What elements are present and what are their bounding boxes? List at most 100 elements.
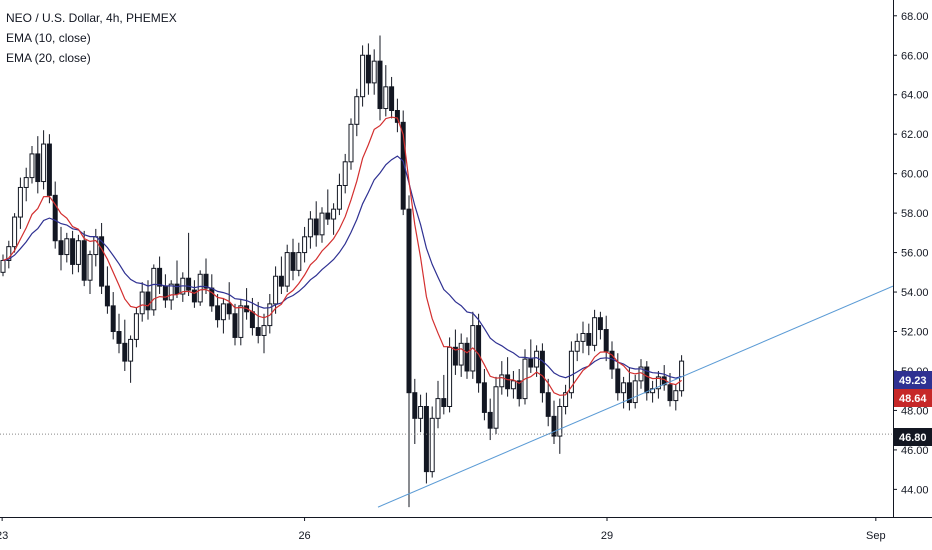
time-tick-label: 26: [298, 530, 310, 542]
candle-body: [481, 382, 487, 413]
candle-body: [447, 346, 453, 407]
candle-body: [52, 194, 58, 242]
price-label: 48.64: [899, 393, 927, 405]
candle-body: [307, 218, 313, 238]
candle-body: [284, 252, 290, 287]
candle-body: [232, 313, 238, 338]
candle-body: [568, 350, 574, 394]
price-tick-label: 62.00: [901, 129, 929, 141]
candle-body: [319, 212, 325, 236]
candle-body: [139, 291, 145, 315]
candle-body: [505, 374, 511, 390]
candle-body: [209, 287, 215, 307]
price-axis[interactable]: 44.0046.0048.0050.0052.0054.0056.0058.00…: [893, 0, 929, 517]
candle-body: [174, 283, 180, 295]
candle-body: [354, 96, 360, 125]
candle-body: [534, 350, 540, 368]
candle-body: [429, 417, 435, 473]
price-tick-label: 52.00: [901, 327, 929, 339]
candle-body: [313, 218, 319, 236]
candle-body: [220, 303, 226, 321]
candle-body: [464, 342, 470, 372]
candle-body: [128, 338, 134, 362]
candle-body: [122, 342, 128, 362]
candle-body: [394, 110, 400, 123]
price-tick-label: 44.00: [901, 484, 929, 496]
candle-body: [249, 311, 255, 329]
ema20-line: [2, 155, 682, 379]
candle-body: [81, 240, 87, 281]
price-label: 49.23: [899, 375, 927, 387]
chart-legend[interactable]: NEO / U.S. Dollar, 4h, PHEMEX EMA (10, c…: [6, 8, 177, 68]
trendline[interactable]: [377, 285, 894, 508]
candle-body: [99, 236, 105, 287]
price-tick-label: 48.00: [901, 405, 929, 417]
candle-body: [371, 60, 377, 84]
candle-body: [499, 374, 505, 388]
candle-body: [197, 273, 203, 303]
candle-body: [348, 123, 354, 163]
candle-body: [418, 405, 424, 419]
candle-body: [360, 54, 366, 98]
candle-body: [412, 392, 418, 419]
candle-body: [203, 273, 209, 289]
price-tick-label: 54.00: [901, 287, 929, 299]
candle-body: [58, 240, 64, 256]
candle-body: [145, 291, 151, 311]
candle-body: [6, 246, 12, 261]
candle-body: [116, 331, 122, 344]
candle-body: [290, 252, 296, 271]
time-tick-label: Sep: [866, 530, 886, 542]
candle-body: [510, 380, 516, 390]
candle-body: [302, 236, 308, 254]
candle-body: [331, 208, 337, 220]
time-axis[interactable]: 232629Sep691316202327: [0, 517, 932, 542]
ema10-legend[interactable]: EMA (10, close): [6, 31, 91, 45]
candle-body: [278, 275, 284, 287]
ema10-line: [2, 116, 682, 396]
candle-body: [87, 254, 93, 281]
candle-body: [435, 398, 441, 419]
symbol-title[interactable]: NEO / U.S. Dollar, 4h, PHEMEX: [6, 11, 177, 25]
candle-body: [377, 60, 383, 110]
plot-area[interactable]: [0, 35, 894, 508]
candle-body: [545, 392, 551, 417]
candle-body: [226, 303, 232, 315]
candle-body: [632, 380, 638, 404]
candle-body: [423, 405, 429, 473]
candle-body: [46, 143, 52, 196]
price-tick-label: 46.00: [901, 445, 929, 457]
candle-body: [458, 342, 464, 366]
candle-body: [215, 305, 221, 321]
candle-body: [186, 277, 192, 291]
candle-body: [75, 240, 81, 265]
candle-body: [35, 153, 41, 183]
candle-body: [104, 285, 110, 307]
price-labels: 49.23 48.64 46.80: [894, 371, 932, 446]
candle-body: [528, 358, 534, 368]
candle-body: [667, 384, 673, 402]
time-tick-label: 23: [0, 530, 8, 542]
candle-body: [17, 186, 23, 218]
price-tick-label: 64.00: [901, 90, 929, 102]
price-label-bg: [894, 389, 932, 407]
price-tick-label: 66.00: [901, 50, 929, 62]
price-tick-label: 58.00: [901, 208, 929, 220]
candle-body: [621, 382, 627, 394]
candle-body: [603, 329, 609, 352]
candle-body: [12, 216, 18, 248]
ema20-legend[interactable]: EMA (20, close): [6, 51, 91, 65]
price-tick-label: 56.00: [901, 248, 929, 260]
candle-body: [626, 382, 632, 404]
price-tick-label: 60.00: [901, 169, 929, 181]
candle-body: [342, 161, 348, 186]
candle-body: [389, 86, 395, 112]
price-label-bg: [894, 371, 932, 389]
candle-body: [64, 238, 70, 256]
candle-body: [441, 398, 447, 407]
candle-body: [162, 285, 168, 301]
candle-body: [452, 346, 458, 366]
candle-body: [493, 386, 499, 429]
price-tick-label: 68.00: [901, 11, 929, 23]
